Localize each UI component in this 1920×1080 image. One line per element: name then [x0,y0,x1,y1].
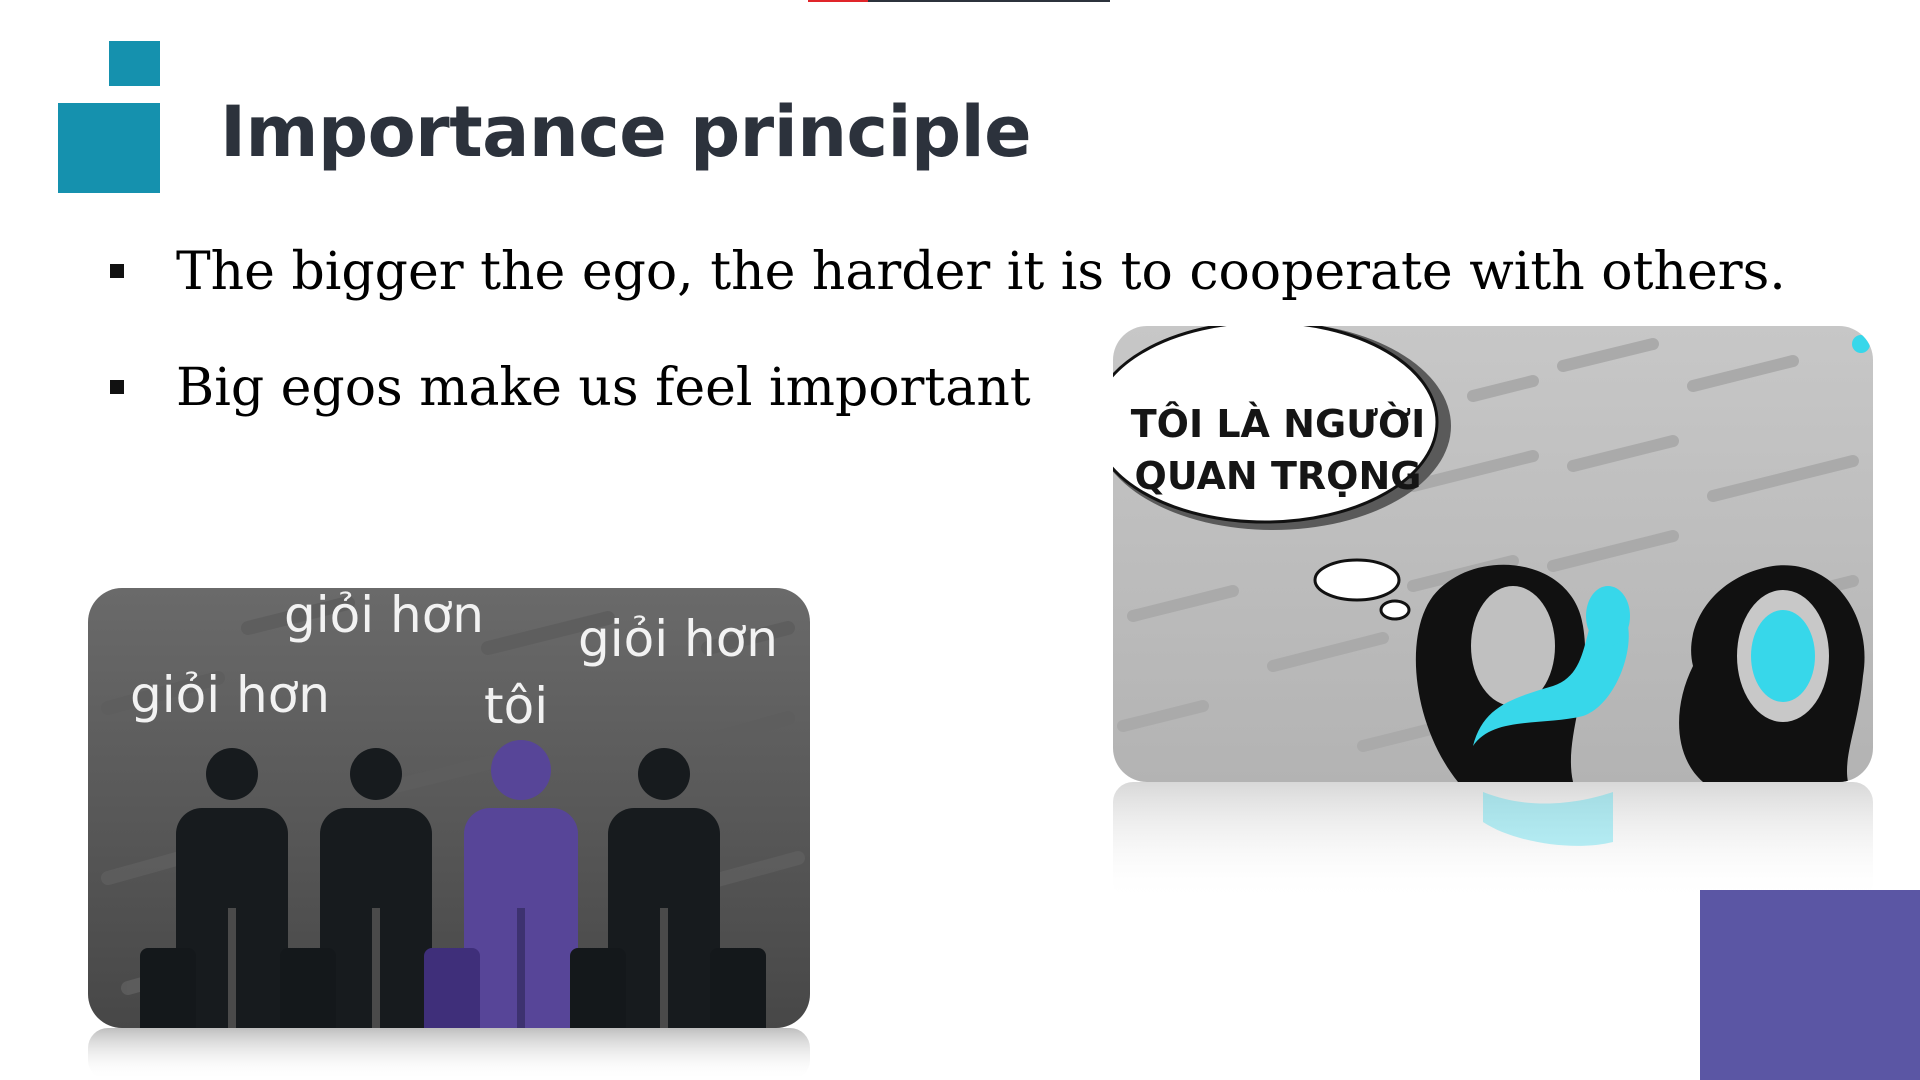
top-mark-dark [868,0,1110,2]
image-reflection [88,1028,810,1080]
image-label: giỏi hơn [130,666,330,724]
square-bullet-icon [110,264,124,278]
top-edge-mark [808,0,1110,2]
important-person-image [1113,326,1873,782]
slide-title: Importance principle [220,91,1032,173]
thought-bubble-text: TÔI LÀ NGƯỜI QUAN TRỌNG [1128,398,1428,502]
bullet-item: The bigger the ego, the harder it is to … [106,230,1786,346]
thought-bubble-heads-illustration [1113,326,1873,782]
image-label: tôi [484,677,549,735]
bullet-list: The bigger the ego, the harder it is to … [106,230,1786,462]
bullet-text: The bigger the ego, the harder it is to … [176,242,1786,302]
bullet-text: Big egos make us feel important [176,358,1031,418]
image-label: giỏi hơn [578,610,778,668]
square-bullet-icon [110,380,124,394]
bubble-line: QUAN TRỌNG [1134,454,1422,498]
cyan-head-figure [1751,610,1815,702]
bubble-line: TÔI LÀ NGƯỜI [1130,402,1426,446]
title-decor-small-square [109,41,160,86]
cyan-ego-figure [1473,605,1629,746]
corner-logo-icon [1852,335,1870,353]
people-comparison-illustration [88,588,810,1028]
title-decor-big-square [58,103,160,193]
people-comparison-image [88,588,810,1028]
image-label: giỏi hơn [284,586,484,644]
luggage-purple [424,948,480,1028]
image-reflection [1113,782,1873,902]
top-mark-red [808,0,868,2]
luggage [140,948,766,1028]
corner-accent-rect [1700,890,1920,1080]
bullet-item: Big egos make us feel important [106,346,1786,462]
